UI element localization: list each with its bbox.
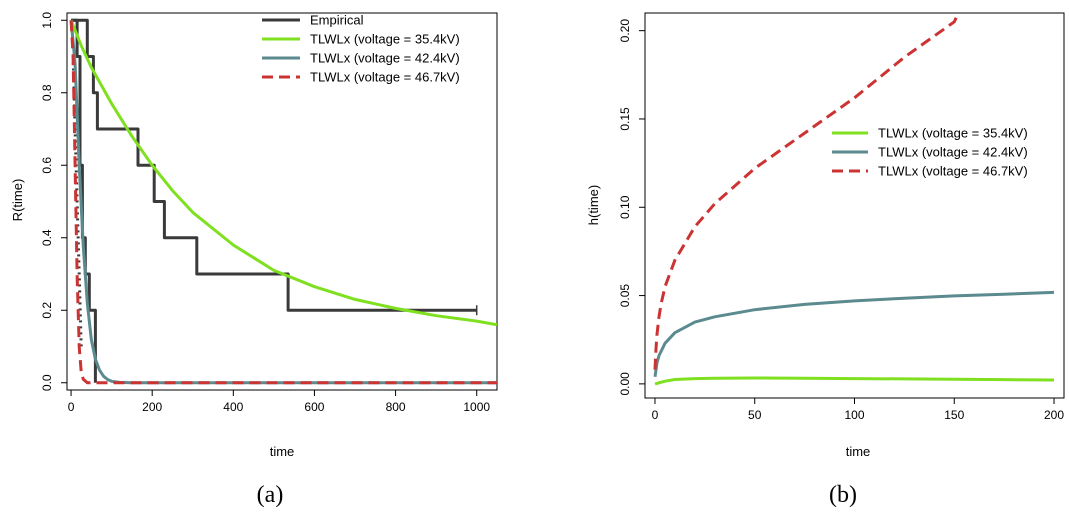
legend-label: Empirical (310, 13, 364, 28)
series-line-empirical (71, 56, 83, 347)
series-group (69, 18, 497, 385)
panel-a: 0 200 400 600 800 1000 0.0 0.2 0.4 0.6 0.8 1.0 time R… (10, 12, 498, 508)
series-line-tlwlx-voltage-46-7kv (69, 20, 497, 385)
plot-frame (66, 12, 498, 391)
legend-label: TLWLx (voltage = 46.7kV) (878, 164, 1028, 179)
series-line-tlwlx-voltage-46-7kv (653, 13, 960, 370)
legend-label: TLWLx (voltage = 42.4kV) (310, 51, 460, 66)
panel-caption: (b) (829, 482, 857, 508)
y-tick-label: 0.15 (618, 107, 632, 131)
series-group (653, 13, 1055, 386)
plot-frame (644, 12, 1065, 399)
series-line-tlwlx-voltage-35-4kv (654, 376, 1055, 386)
x-tick-label: 600 (304, 400, 324, 414)
panel-b: 0 50 100 150 200 0.00 0.05 0.10 0.15 0.20 time h(ti… (586, 12, 1065, 508)
x-tick-label: 200 (1044, 408, 1064, 422)
legend: Empirical TLWLx (voltage = 35.4kV) TLWLx (… (262, 13, 460, 85)
y-axis-label: R(time) (10, 179, 25, 222)
x-tick-label: 0 (652, 408, 659, 422)
series-line-tlwlx-voltage-35-4kv (69, 19, 497, 327)
series-line-empirical (71, 18, 477, 312)
series-line-tlwlx-voltage-42-4kv (653, 290, 1055, 378)
y-tick-label: 0.2 (40, 302, 54, 319)
y-tick-label: 0.0 (40, 374, 54, 391)
y-tick-label: 0.20 (618, 19, 632, 43)
y-tick-label: 0.8 (40, 84, 54, 101)
x-tick-label: 400 (223, 400, 243, 414)
x-tick-label: 0 (68, 400, 75, 414)
y-tick-label: 0.10 (618, 195, 632, 219)
y-tick-label: 0.05 (618, 284, 632, 308)
legend-label: TLWLx (voltage = 35.4kV) (310, 32, 460, 47)
x-tick-label: 800 (386, 400, 406, 414)
x-tick-label: 100 (844, 408, 864, 422)
x-axis-label: time (270, 444, 295, 459)
x-tick-label: 50 (748, 408, 762, 422)
x-tick-label: 1000 (463, 400, 490, 414)
panel-caption: (a) (257, 482, 284, 508)
legend: TLWLx (voltage = 35.4kV) TLWLx (voltage =… (832, 126, 1028, 179)
y-tick-label: 0.4 (40, 229, 54, 246)
y-tick-label: 0.6 (40, 157, 54, 174)
legend-label: TLWLx (voltage = 42.4kV) (878, 145, 1028, 160)
x-axis-label: time (846, 444, 871, 459)
x-tick-label: 200 (142, 400, 162, 414)
x-tick-label: 150 (944, 408, 964, 422)
legend-label: TLWLx (voltage = 46.7kV) (310, 70, 460, 85)
y-tick-label: 1.0 (40, 12, 54, 29)
y-tick-label: 0.00 (618, 372, 632, 396)
y-axis-label: h(time) (586, 185, 601, 225)
legend-label: TLWLx (voltage = 35.4kV) (878, 126, 1028, 141)
